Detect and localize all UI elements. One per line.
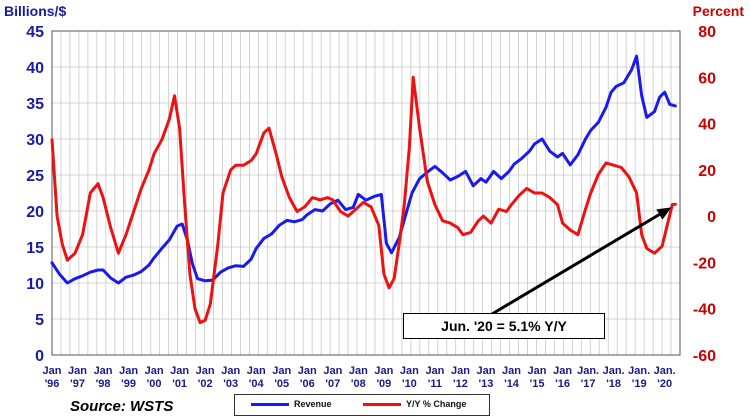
legend-item-yoy: Y/Y % Change — [363, 399, 466, 409]
right-tick-label: -60 — [693, 348, 716, 365]
x-tick-label-year: '13 — [479, 378, 494, 390]
x-tick-label-year: '16 — [555, 378, 570, 390]
x-tick-label: Jan — [476, 365, 495, 377]
x-tick-label-year: '98 — [96, 378, 111, 390]
x-tick-label-year: '15 — [530, 378, 545, 390]
x-tick-label-year: '07 — [325, 378, 340, 390]
x-tick-label: Jan — [553, 365, 572, 377]
x-tick-label-year: '05 — [274, 378, 289, 390]
series-line-yoy — [50, 75, 677, 325]
x-tick-label: Jan — [502, 365, 521, 377]
x-tick-label-year: '09 — [376, 378, 391, 390]
left-tick-label: 20 — [26, 204, 44, 221]
left-axis-label: Billions/$ — [4, 3, 67, 19]
x-tick-label-year: '11 — [428, 378, 442, 390]
x-tick-label-year: '00 — [147, 378, 162, 390]
x-tick-label-year: '96 — [45, 378, 60, 390]
x-tick-label: Jan — [196, 365, 215, 377]
legend-swatch-revenue — [251, 402, 289, 406]
callout-arrow-head — [656, 207, 672, 220]
grid-layer — [51, 30, 681, 356]
x-tick-label: Jan — [247, 365, 266, 377]
legend: Revenue Y/Y % Change — [234, 394, 490, 416]
left-tick-label: 40 — [26, 60, 44, 77]
right-tick-label: 40 — [698, 117, 716, 134]
right-tick-label: 60 — [698, 70, 716, 87]
legend-label-yoy: Y/Y % Change — [406, 399, 467, 409]
axis-layer: 051015202530354045-60-40-20020406080Jan'… — [26, 24, 716, 390]
right-tick-label: 20 — [698, 163, 716, 180]
legend-item-revenue: Revenue — [251, 399, 332, 409]
x-tick-label-year: '18 — [606, 378, 621, 390]
x-tick-label: Jan. — [603, 365, 625, 377]
x-tick-label-year: '99 — [121, 378, 136, 390]
x-tick-label-year: '14 — [504, 378, 520, 390]
x-tick-label-year: '19 — [632, 378, 647, 390]
source-note: Source: WSTS — [70, 398, 174, 415]
x-tick-label: Jan — [451, 365, 470, 377]
x-tick-label: Jan — [323, 365, 342, 377]
x-tick-label-year: '20 — [657, 378, 672, 390]
x-tick-label: Jan — [400, 365, 419, 377]
right-tick-label: -40 — [693, 302, 716, 319]
series-layer — [50, 54, 677, 325]
x-tick-label: Jan — [94, 365, 113, 377]
x-tick-label: Jan — [68, 365, 87, 377]
left-tick-label: 0 — [35, 348, 44, 365]
x-tick-label-year: '08 — [351, 378, 366, 390]
x-tick-label: Jan — [425, 365, 444, 377]
x-tick-label-year: '04 — [249, 378, 265, 390]
x-tick-label: Jan. — [654, 365, 676, 377]
annotation-box: Jun. '20 = 5.1% Y/Y — [403, 313, 605, 339]
left-tick-label: 45 — [26, 24, 44, 41]
right-axis-label: Percent — [692, 3, 744, 19]
x-tick-label: Jan — [119, 365, 138, 377]
x-tick-label: Jan — [221, 365, 240, 377]
x-tick-label: Jan — [528, 365, 547, 377]
right-tick-label: 0 — [707, 209, 716, 226]
x-tick-label-year: '10 — [402, 378, 417, 390]
x-tick-label-year: '97 — [70, 378, 85, 390]
x-tick-label: Jan — [349, 365, 368, 377]
plot-frame — [51, 30, 681, 356]
legend-swatch-yoy — [363, 402, 401, 406]
x-tick-label: Jan — [145, 365, 164, 377]
left-tick-label: 15 — [26, 240, 44, 257]
x-tick-label-year: '02 — [198, 378, 213, 390]
left-tick-label: 5 — [35, 312, 44, 329]
right-tick-label: 80 — [698, 24, 716, 41]
x-tick-label-year: '01 — [172, 378, 187, 390]
left-tick-label: 25 — [26, 168, 44, 185]
x-tick-label-year: '03 — [223, 378, 238, 390]
left-tick-label: 30 — [26, 132, 44, 149]
left-tick-label: 10 — [26, 276, 44, 293]
x-tick-label-year: '06 — [300, 378, 315, 390]
x-tick-label: Jan. — [628, 365, 650, 377]
x-tick-label-year: '17 — [581, 378, 596, 390]
x-tick-label: Jan — [43, 365, 62, 377]
x-tick-label: Jan — [374, 365, 393, 377]
left-tick-label: 35 — [26, 96, 44, 113]
x-tick-label: Jan — [298, 365, 317, 377]
x-tick-label: Jan — [272, 365, 291, 377]
x-tick-label: Jan. — [577, 365, 599, 377]
callout-arrow — [491, 213, 661, 316]
legend-label-revenue: Revenue — [294, 399, 332, 409]
right-tick-label: -20 — [693, 255, 716, 272]
x-tick-label-year: '12 — [453, 378, 468, 390]
x-tick-label: Jan — [170, 365, 189, 377]
series-line-revenue — [50, 54, 677, 285]
